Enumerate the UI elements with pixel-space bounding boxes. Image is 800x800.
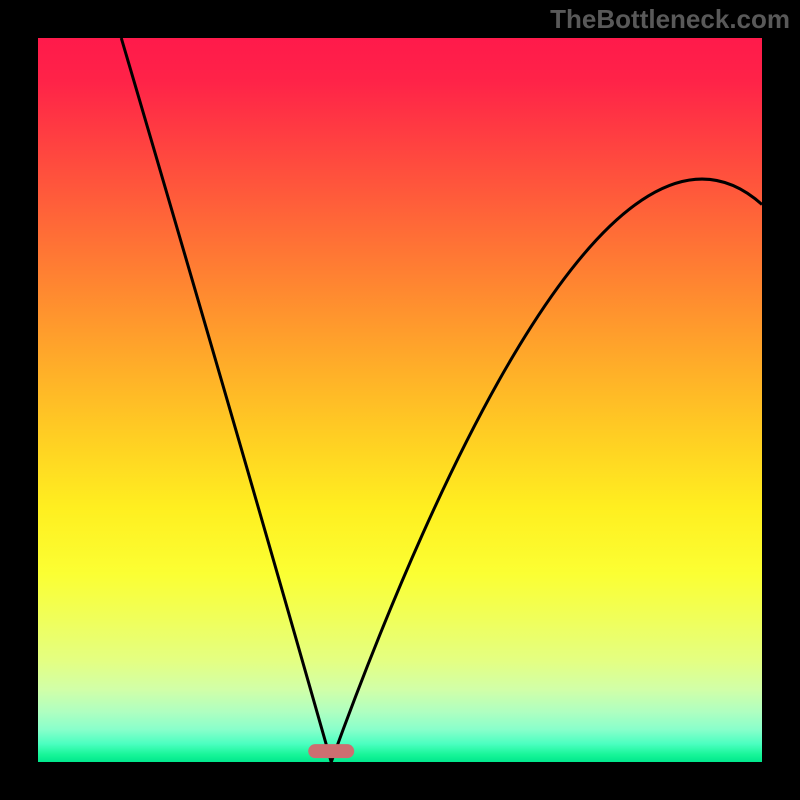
watermark-text: TheBottleneck.com [550,4,790,35]
bottleneck-marker [308,744,354,758]
plot-area [38,38,762,762]
bottleneck-chart [0,0,800,800]
chart-container: TheBottleneck.com [0,0,800,800]
